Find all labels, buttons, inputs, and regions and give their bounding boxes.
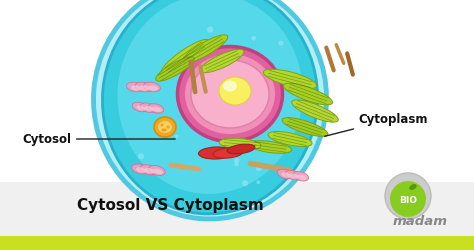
Ellipse shape (161, 124, 164, 127)
Ellipse shape (233, 66, 236, 70)
Ellipse shape (297, 175, 307, 180)
Ellipse shape (161, 40, 209, 75)
Ellipse shape (186, 96, 191, 101)
Ellipse shape (293, 172, 309, 181)
Ellipse shape (385, 173, 431, 219)
Ellipse shape (140, 104, 156, 113)
Ellipse shape (256, 181, 260, 184)
Ellipse shape (177, 47, 283, 142)
Ellipse shape (264, 70, 317, 89)
Ellipse shape (118, 0, 302, 194)
Ellipse shape (156, 58, 194, 82)
Ellipse shape (223, 81, 237, 92)
Ellipse shape (410, 184, 417, 190)
Ellipse shape (282, 118, 328, 137)
Ellipse shape (102, 0, 318, 214)
Ellipse shape (132, 164, 148, 174)
Ellipse shape (169, 123, 172, 126)
Ellipse shape (127, 83, 144, 92)
FancyBboxPatch shape (0, 236, 474, 250)
Ellipse shape (180, 73, 186, 80)
Ellipse shape (145, 168, 155, 174)
Text: Cytoplasm: Cytoplasm (325, 113, 428, 137)
Ellipse shape (292, 100, 338, 123)
Ellipse shape (242, 180, 248, 187)
Ellipse shape (248, 141, 292, 154)
Ellipse shape (277, 170, 293, 179)
Text: Cytosol VS Cytoplasm: Cytosol VS Cytoplasm (77, 198, 264, 213)
Ellipse shape (144, 83, 160, 92)
Ellipse shape (154, 118, 176, 138)
Ellipse shape (137, 106, 146, 111)
Ellipse shape (132, 103, 148, 112)
Ellipse shape (162, 129, 164, 132)
Ellipse shape (289, 174, 299, 179)
Ellipse shape (251, 37, 256, 41)
Ellipse shape (152, 107, 162, 112)
Ellipse shape (144, 107, 154, 112)
Ellipse shape (199, 148, 234, 160)
Ellipse shape (282, 172, 291, 178)
Text: BIO: BIO (399, 196, 417, 205)
Text: madam: madam (392, 215, 447, 228)
Ellipse shape (164, 129, 166, 132)
Ellipse shape (213, 148, 243, 158)
Ellipse shape (136, 168, 146, 173)
Ellipse shape (268, 132, 312, 147)
Ellipse shape (207, 27, 213, 34)
Ellipse shape (148, 104, 164, 114)
FancyBboxPatch shape (0, 182, 474, 250)
Ellipse shape (312, 124, 317, 130)
Ellipse shape (255, 165, 262, 172)
Ellipse shape (139, 86, 149, 91)
Ellipse shape (219, 139, 261, 150)
Ellipse shape (234, 158, 240, 164)
Ellipse shape (227, 144, 255, 154)
Ellipse shape (166, 126, 170, 129)
Ellipse shape (131, 86, 141, 91)
Ellipse shape (140, 165, 157, 175)
Ellipse shape (158, 122, 172, 134)
Ellipse shape (148, 86, 158, 91)
Text: Cytosol: Cytosol (22, 133, 175, 146)
Ellipse shape (285, 170, 301, 180)
Ellipse shape (227, 74, 231, 79)
Ellipse shape (149, 166, 165, 176)
Ellipse shape (191, 61, 269, 128)
Ellipse shape (135, 83, 152, 92)
Ellipse shape (219, 78, 251, 106)
Ellipse shape (200, 50, 244, 74)
Ellipse shape (138, 154, 144, 160)
Ellipse shape (166, 68, 173, 74)
Ellipse shape (182, 36, 228, 64)
Ellipse shape (278, 42, 283, 46)
Ellipse shape (93, 0, 327, 219)
Ellipse shape (234, 162, 239, 166)
Ellipse shape (153, 169, 163, 174)
Ellipse shape (390, 181, 426, 217)
Ellipse shape (145, 107, 149, 112)
Ellipse shape (283, 84, 333, 105)
Ellipse shape (185, 55, 275, 134)
Ellipse shape (174, 135, 178, 138)
